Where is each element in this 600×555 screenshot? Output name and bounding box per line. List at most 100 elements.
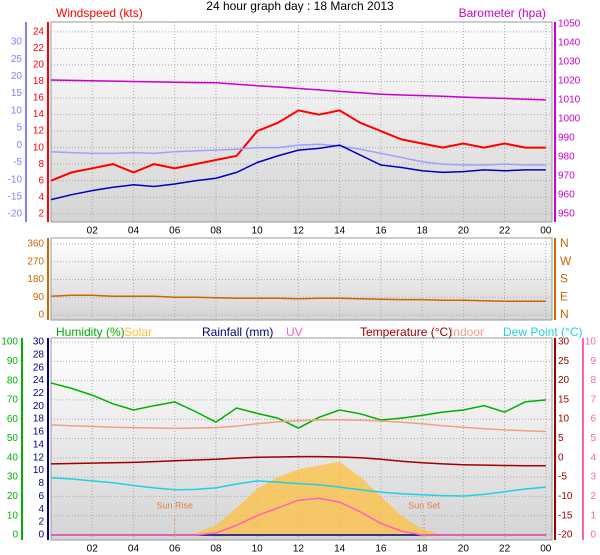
x-tick-label: 14 <box>334 544 346 555</box>
y-tick-label: -20 <box>8 209 23 220</box>
y-tick-label: 0 <box>590 530 596 541</box>
y-tick-label: 1020 <box>558 76 581 87</box>
annotation: Sun Set <box>408 500 441 510</box>
y-tick-label: 90 <box>33 292 45 303</box>
y-tick-label: 12 <box>33 452 45 463</box>
y-tick-label: 10 <box>7 510 19 521</box>
line <box>51 455 546 467</box>
y-tick-label: -15 <box>558 510 573 521</box>
y-tick-label: 5 <box>558 433 564 444</box>
y-tick-label: 960 <box>558 190 575 201</box>
legend-label: UV <box>286 325 303 339</box>
y-tick-label: 4 <box>590 452 596 463</box>
y-tick-label: 360 <box>27 239 44 250</box>
y-tick-label: 18 <box>33 76 45 87</box>
x-tick-label: 00 <box>540 226 552 237</box>
y-tick-label: 30 <box>7 472 19 483</box>
chart-title: 24 hour graph day : 18 March 2013 <box>206 0 394 13</box>
x-tick-label: 04 <box>128 226 140 237</box>
y-tick-label: 20 <box>558 375 570 386</box>
y-tick-label: 18 <box>33 414 45 425</box>
y-tick-label: 26 <box>33 362 45 373</box>
y-tick-label: 990 <box>558 133 575 144</box>
y-tick-label: 7 <box>590 394 596 405</box>
y-tick-label: 970 <box>558 171 575 182</box>
y-tick-label: 22 <box>33 43 45 54</box>
y-tick-label: 40 <box>7 452 19 463</box>
y-tick-label: -20 <box>558 530 573 541</box>
y-tick-label: 15 <box>558 394 570 405</box>
x-tick-label: 02 <box>87 544 99 555</box>
y-tick-label: 6 <box>590 414 596 425</box>
y-tick-label: 70 <box>7 395 19 406</box>
y2-axis-title: Barometer (hpa) <box>459 6 546 20</box>
line <box>51 144 546 201</box>
x-tick-label: 06 <box>169 226 181 237</box>
y-tick-label: 0 <box>38 530 44 541</box>
y-tick-label: W <box>560 254 572 268</box>
x-tick-label: 14 <box>334 226 346 237</box>
y-tick-label: 2 <box>38 208 44 219</box>
y-tick-label: 1000 <box>558 114 581 125</box>
y-tick-label: 9 <box>590 356 596 367</box>
y-tick-label: -5 <box>13 157 22 168</box>
legend-label: Dew Point (°C) <box>503 325 582 339</box>
y-tick-label: 16 <box>33 427 45 438</box>
y-tick-label: 10 <box>585 337 597 348</box>
y-tick-label: -15 <box>8 192 23 203</box>
line <box>51 382 546 429</box>
y-tick-label: 25 <box>558 356 570 367</box>
y-tick-label: 8 <box>590 375 596 386</box>
y-tick-label: 8 <box>38 478 44 489</box>
y-tick-label: 10 <box>558 414 570 425</box>
y-tick-label: 0 <box>558 452 564 463</box>
line <box>51 109 546 182</box>
line <box>51 419 546 433</box>
y-tick-label: 950 <box>558 209 575 220</box>
legend-label: Temperature (°C) <box>360 325 452 339</box>
y-tick-label: N <box>560 307 569 321</box>
y-tick-label: 3 <box>590 472 596 483</box>
y-tick-label: 1030 <box>558 57 581 68</box>
y-tick-label: 6 <box>38 175 44 186</box>
y-tick-label: 10 <box>11 105 23 116</box>
x-tick-label: 10 <box>252 226 264 237</box>
y-tick-label: 30 <box>558 337 570 348</box>
y-tick-label: 1050 <box>558 19 581 30</box>
legend-label: Indoor <box>450 325 484 339</box>
y-tick-label: 90 <box>7 356 19 367</box>
y-tick-label: 20 <box>11 71 23 82</box>
line <box>51 477 546 497</box>
y-tick-label: 5 <box>590 433 596 444</box>
y-tick-label: 4 <box>38 504 44 515</box>
y-tick-label: 28 <box>33 349 45 360</box>
line <box>51 497 546 536</box>
x-tick-label: 16 <box>375 544 387 555</box>
y-tick-label: 1 <box>590 510 596 521</box>
y-tick-label: 180 <box>27 274 44 285</box>
y-tick-label: 0 <box>16 140 22 151</box>
y-tick-label: 1040 <box>558 38 581 49</box>
plot-area <box>50 21 553 223</box>
y-tick-label: 10 <box>33 465 45 476</box>
x-tick-label: 20 <box>458 226 470 237</box>
x-tick-label: 18 <box>417 544 429 555</box>
y-tick-label: 80 <box>7 375 19 386</box>
y-tick-label: 16 <box>33 93 45 104</box>
y-tick-label: 270 <box>27 256 44 267</box>
y-tick-label: 1010 <box>558 95 581 106</box>
area <box>51 461 546 535</box>
y-tick-label: 100 <box>1 337 18 348</box>
legend-label: Rainfall (mm) <box>202 325 273 339</box>
y-tick-label: 20 <box>33 401 45 412</box>
x-tick-label: 04 <box>128 544 140 555</box>
x-tick-label: 22 <box>499 226 511 237</box>
y-tick-label: 6 <box>38 491 44 502</box>
y-tick-label: E <box>560 289 568 303</box>
legend-label: Humidity (%) <box>56 325 125 339</box>
y-axis-title: Windspeed (kts) <box>56 6 143 20</box>
x-tick-label: 20 <box>458 544 470 555</box>
y-tick-label: -10 <box>8 174 23 185</box>
x-tick-label: 08 <box>210 544 222 555</box>
